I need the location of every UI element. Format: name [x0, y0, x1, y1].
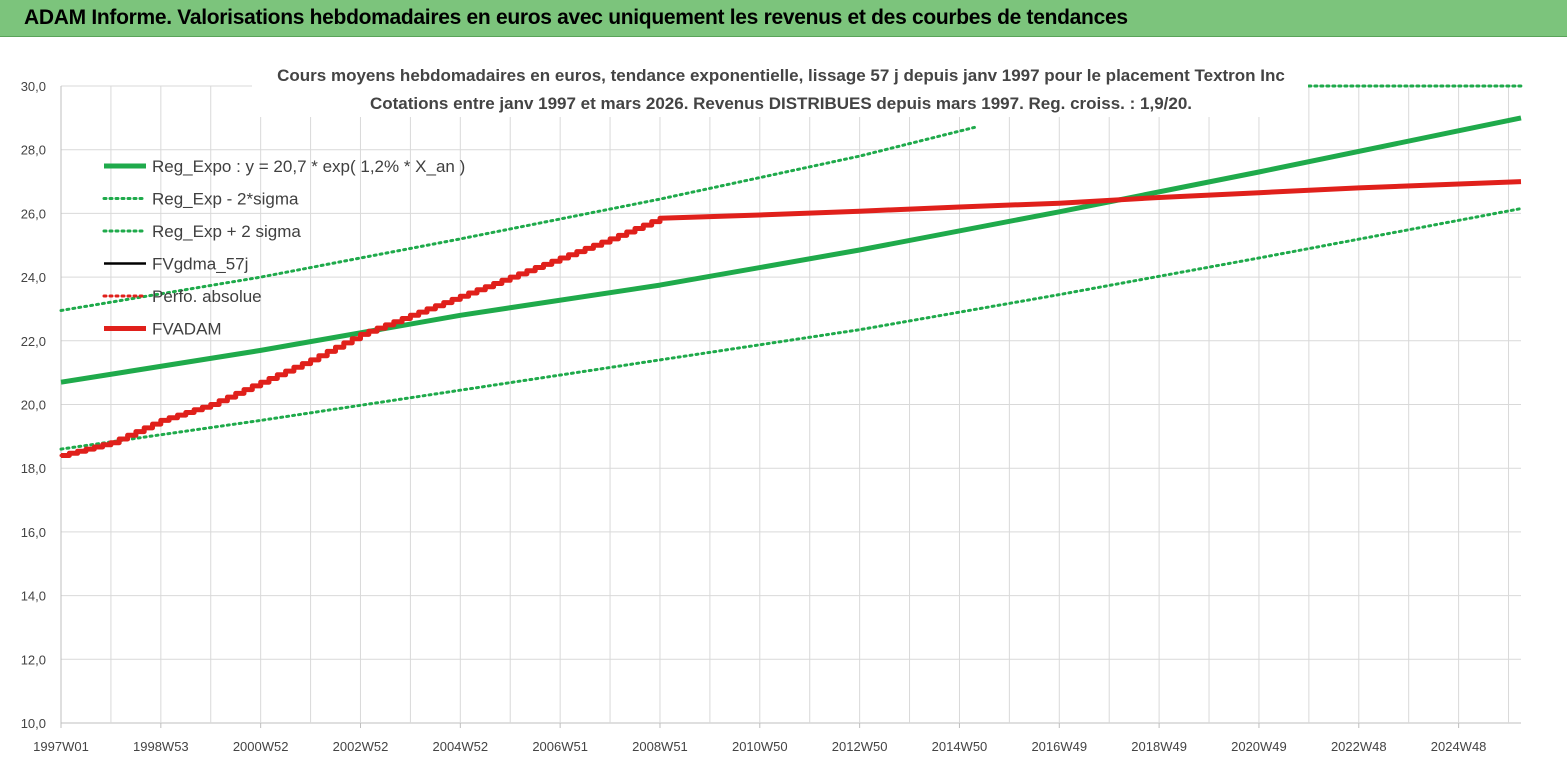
- legend-label-2: Reg_Exp + 2 sigma: [152, 222, 301, 241]
- y-tick-label: 26,0: [21, 206, 46, 221]
- x-tick-label: 2000W52: [233, 739, 289, 754]
- y-tick-label: 30,0: [21, 79, 46, 94]
- x-tick-label: 2004W52: [432, 739, 488, 754]
- x-tick-label: 2006W51: [532, 739, 588, 754]
- legend-label-3: FVgdma_57j: [152, 255, 248, 274]
- legend-label-1: Reg_Exp - 2*sigma: [152, 190, 299, 209]
- x-tick-label: 2022W48: [1331, 739, 1387, 754]
- x-tick-label: 2020W49: [1231, 739, 1287, 754]
- y-tick-label: 14,0: [21, 589, 46, 604]
- y-tick-label: 28,0: [21, 143, 46, 158]
- chart-title-line-1: Cours moyens hebdomadaires en euros, ten…: [277, 66, 1285, 85]
- x-tick-label: 2016W49: [1031, 739, 1087, 754]
- y-tick-label: 12,0: [21, 652, 46, 667]
- x-tick-label: 1998W53: [133, 739, 189, 754]
- y-tick-label: 10,0: [21, 716, 46, 731]
- series-line-1: [59, 207, 1523, 451]
- y-tick-label: 16,0: [21, 525, 46, 540]
- gridlines: [60, 85, 1521, 728]
- y-tick-label: 18,0: [21, 461, 46, 476]
- chart-area: 10,0 12,0 14,0 16,0 18,0 20,0 22,0 24,0 26,0 28,0…: [0, 37, 1567, 783]
- x-tick-label: 2008W51: [632, 739, 688, 754]
- title-banner: ADAM Informe. Valorisations hebdomadaire…: [0, 0, 1567, 37]
- x-tick-label: 2024W48: [1431, 739, 1487, 754]
- y-tick-label: 22,0: [21, 334, 46, 349]
- x-tick-label: 2018W49: [1131, 739, 1187, 754]
- x-tick-label: 1997W01: [33, 739, 89, 754]
- line-chart: 10,0 12,0 14,0 16,0 18,0 20,0 22,0 24,0 26,0 28,0…: [21, 61, 1523, 754]
- series-line-0: [60, 115, 1522, 385]
- x-tick-label: 2012W50: [832, 739, 888, 754]
- title-backdrop: [252, 61, 1308, 117]
- legend-label-4: Perfo. absolue: [152, 287, 262, 306]
- x-tick-label: 2014W50: [932, 739, 988, 754]
- chart-title-group: Cours moyens hebdomadaires en euros, ten…: [252, 61, 1308, 117]
- y-tick-label: 20,0: [21, 398, 46, 413]
- axis-labels: 10,0 12,0 14,0 16,0 18,0 20,0 22,0 24,0 26,0 28,0…: [21, 79, 1487, 754]
- legend-label-5: FVADAM: [152, 320, 222, 339]
- report-title: ADAM Informe. Valorisations hebdomadaire…: [24, 6, 1128, 29]
- chart-title-line-2: Cotations entre janv 1997 et mars 2026. …: [370, 94, 1192, 113]
- x-tick-label: 2002W52: [333, 739, 389, 754]
- series-line-2: [59, 125, 976, 312]
- series-layer: [59, 84, 1523, 458]
- x-tick-label: 2010W50: [732, 739, 788, 754]
- legend-label-0: Reg_Expo : y = 20,7 * exp( 1,2% * X_an ): [152, 157, 465, 176]
- legend: Reg_Expo : y = 20,7 * exp( 1,2% * X_an )…: [102, 157, 465, 339]
- series-line-5: [61, 179, 1522, 458]
- y-tick-label: 24,0: [21, 270, 46, 285]
